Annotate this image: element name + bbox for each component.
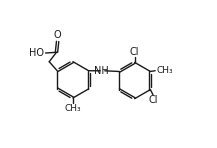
Text: HO: HO — [30, 48, 44, 58]
Text: CH₃: CH₃ — [65, 104, 81, 113]
Text: NH: NH — [94, 66, 109, 76]
Text: Cl: Cl — [130, 47, 139, 57]
Text: CH₃: CH₃ — [156, 66, 173, 75]
Text: Cl: Cl — [148, 95, 158, 105]
Text: O: O — [54, 30, 61, 40]
